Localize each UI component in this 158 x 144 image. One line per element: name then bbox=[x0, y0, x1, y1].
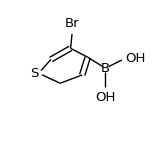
Text: S: S bbox=[30, 67, 38, 80]
Text: B: B bbox=[101, 62, 110, 75]
Text: OH: OH bbox=[95, 91, 116, 104]
Text: Br: Br bbox=[65, 17, 80, 30]
Text: OH: OH bbox=[126, 52, 146, 65]
